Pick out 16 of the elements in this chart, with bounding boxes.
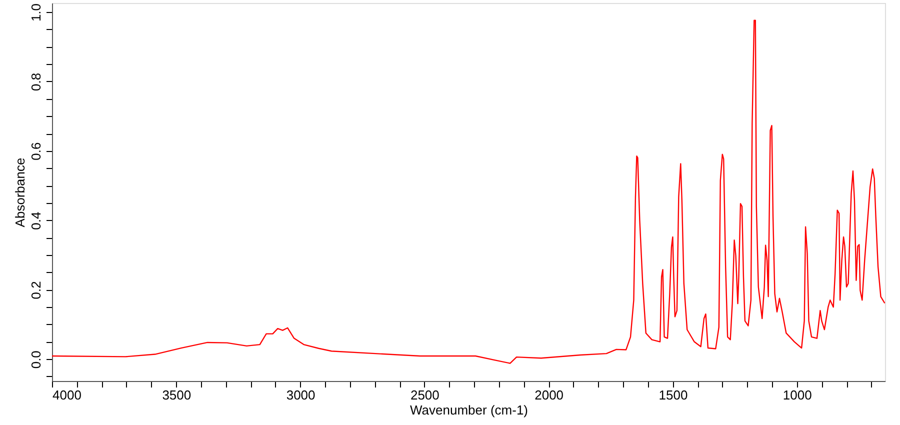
y-tick-label: 0.0	[28, 350, 44, 369]
x-tick-label: 1000	[782, 388, 812, 402]
y-axis-title: Absorbance	[12, 158, 28, 228]
x-tick-label: 4000	[52, 388, 82, 402]
y-tick-label: 0.4	[28, 212, 44, 230]
line-series	[52, 20, 885, 364]
y-tick-label: 1.0	[28, 3, 44, 22]
y-tick-label: 0.8	[28, 72, 44, 91]
x-tick-label: 3000	[286, 388, 316, 402]
x-tick-label: 3500	[162, 388, 192, 402]
y-tick-label: 0.6	[28, 142, 44, 160]
x-tick-label: 1500	[658, 388, 688, 402]
x-tick-label: 2500	[410, 388, 440, 402]
y-tick-label: 0.2	[28, 281, 44, 300]
x-tick-label: 2000	[534, 388, 564, 402]
x-axis-title: Wavenumber (cm-1)	[410, 402, 528, 418]
